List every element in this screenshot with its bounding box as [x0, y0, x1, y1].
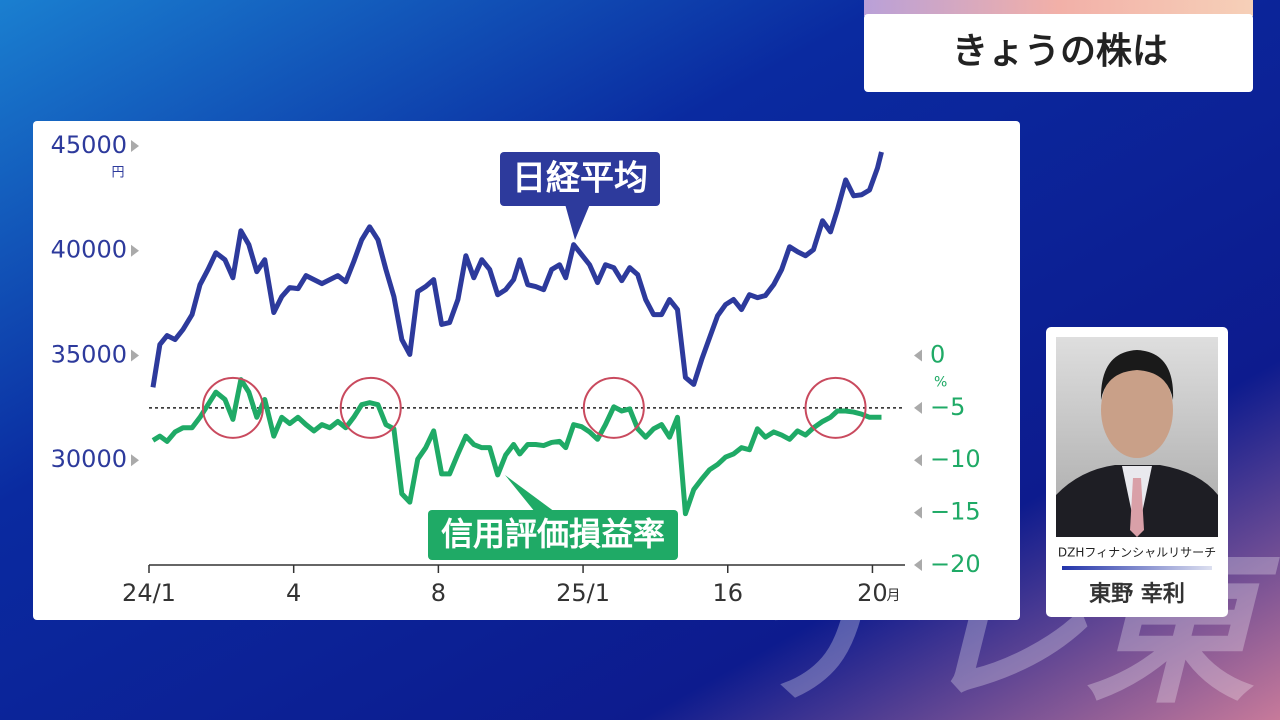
y2-tick	[914, 559, 922, 571]
y2-tick-label: −20	[930, 550, 981, 578]
x-tick-label: 16	[712, 579, 743, 607]
y-tick-label: 30000	[51, 445, 127, 473]
callout-pointer	[505, 475, 555, 512]
y2-tick	[914, 349, 922, 362]
y-tick	[131, 454, 139, 467]
caption-underline	[1062, 566, 1212, 570]
y2-tick	[914, 454, 922, 467]
y2-tick-label: −10	[930, 445, 981, 473]
x-tick-label: 25/1	[556, 579, 610, 607]
callout-pointer	[565, 204, 590, 240]
chart-panel	[33, 121, 1020, 620]
plot: 24/1 4 8 25/1 16 20月 30000 35000 40000 45000 円 0 −5 −…	[51, 131, 981, 607]
y2-tick	[914, 401, 922, 414]
callout-box	[500, 152, 660, 206]
header-title: きょうの株は	[952, 31, 1168, 72]
series-line	[151, 377, 882, 517]
series-line	[150, 151, 884, 388]
y-tick-label: 45000	[51, 131, 127, 159]
y2-tick-label: −15	[930, 498, 981, 526]
caption-company: DZHフィナンシャルリサーチ	[1058, 546, 1216, 560]
x-tick-label: 20	[857, 579, 888, 607]
callout-box	[428, 510, 678, 560]
y-tick-label: 35000	[51, 340, 127, 368]
y-tick-label: 40000	[51, 236, 127, 264]
x-tick-label: 24/1	[122, 579, 176, 607]
photo-tie	[1130, 478, 1144, 537]
y-unit: 円	[111, 165, 124, 180]
highlight-circle	[339, 376, 402, 439]
highlight-circle	[804, 376, 867, 439]
y2-tick	[914, 506, 922, 519]
y2-unit: %	[934, 374, 947, 390]
legend-label: 日経平均	[512, 159, 648, 199]
photo-hair	[1100, 350, 1174, 400]
x-unit: 月	[886, 588, 900, 604]
x-tick-label: 4	[286, 579, 301, 607]
highlight-circle	[201, 376, 264, 439]
caption-name: 東野 幸利	[1089, 581, 1185, 607]
y2-tick-label: 0	[930, 340, 945, 368]
header-box	[864, 14, 1253, 92]
photo-face	[1101, 362, 1173, 458]
header-strip	[864, 0, 1253, 16]
x-tick-label: 8	[431, 579, 446, 607]
y-tick	[131, 139, 139, 152]
y-tick	[131, 244, 139, 257]
y2-tick-label: −5	[930, 393, 965, 421]
highlight-circle	[582, 376, 645, 439]
legend-label: 信用評価損益率	[441, 515, 665, 553]
y-tick	[131, 349, 139, 362]
